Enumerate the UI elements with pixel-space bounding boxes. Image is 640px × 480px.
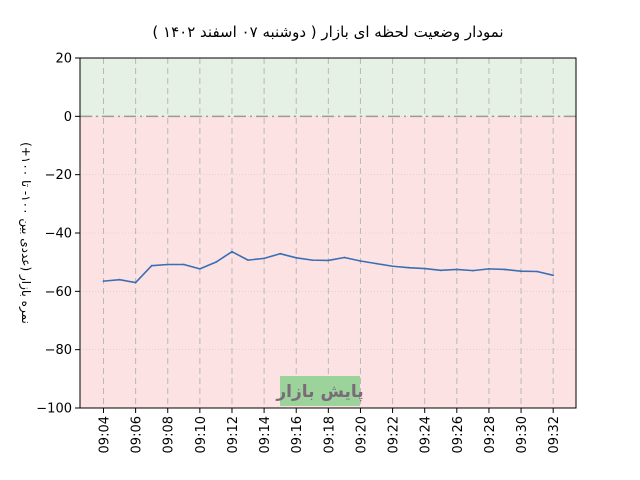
series-point-0-3 (150, 264, 153, 267)
series-point-0-23 (471, 269, 474, 272)
series-point-0-25 (504, 268, 506, 271)
x-tick-label-12: 09:28 (483, 416, 498, 453)
x-tick-label-6: 09:16 (290, 416, 305, 453)
y-tick-label-4: −60 (45, 285, 72, 300)
series-point-0-17 (375, 262, 378, 265)
annotation-layer: پایش بازار (275, 376, 364, 406)
x-tick-label-5: 09:14 (258, 416, 273, 453)
x-tick-label-9: 09:22 (387, 416, 402, 453)
series-point-0-5 (182, 263, 185, 266)
x-axis-ticks: 09:04 09:06 09:08 09:10 09:12 09:14 09:16 09:18… (98, 408, 562, 453)
series-point-0-7 (215, 261, 217, 264)
annotation-box (280, 376, 360, 406)
series-point-0-9 (247, 259, 249, 262)
series-point-0-28 (552, 274, 555, 277)
y-tick-label-2: −20 (45, 168, 72, 183)
x-tick-label-0: 09:04 (98, 416, 113, 453)
series-point-0-27 (536, 270, 539, 273)
series-point-0-26 (520, 270, 522, 273)
series-point-0-20 (423, 267, 426, 270)
series-point-0-24 (488, 267, 490, 270)
x-tick-label-8: 09:20 (354, 416, 369, 453)
series-point-0-8 (231, 250, 233, 253)
y-tick-label-6: −100 (36, 402, 72, 417)
x-tick-label-2: 09:08 (162, 416, 177, 453)
series-point-0-18 (391, 265, 394, 268)
series-point-0-15 (343, 256, 346, 259)
series-point-0-2 (134, 281, 137, 284)
x-tick-label-1: 09:06 (130, 416, 145, 453)
y-tick-label-5: −80 (45, 343, 72, 358)
annotation-text: پایش بازار (275, 382, 363, 402)
x-tick-label-7: 09:18 (322, 416, 337, 453)
series-point-0-21 (439, 269, 442, 272)
x-tick-label-11: 09:26 (451, 416, 466, 453)
x-tick-label-10: 09:24 (419, 416, 434, 453)
series-point-0-10 (263, 257, 265, 260)
series-point-0-0 (102, 280, 105, 283)
y-tick-label-1: 0 (64, 110, 72, 125)
x-tick-label-14: 09:32 (547, 416, 562, 453)
chart-title: نمودار وضعیت لحظه ای بازار ( دوشنبه ۰۷ ا… (152, 23, 503, 41)
x-tick-label-3: 09:10 (194, 416, 209, 453)
series-point-0-16 (359, 260, 362, 262)
y-tick-label-3: −40 (45, 227, 72, 242)
y-tick-label-0: 20 (55, 52, 72, 67)
series-point-0-22 (455, 268, 458, 271)
series-point-0-4 (166, 263, 169, 266)
series-point-0-1 (118, 278, 121, 281)
y-axis-label: نمره بازار (عددی بین ۱۰۰- تا ۱۰۰+) (18, 142, 33, 324)
series-point-0-6 (198, 267, 201, 270)
series-point-0-14 (327, 259, 330, 262)
series-point-0-12 (295, 256, 298, 259)
y-axis-ticks: 20 0 −20 −40 −60 −80 −100 (36, 52, 80, 417)
x-tick-label-13: 09:30 (515, 416, 530, 453)
series-point-0-11 (279, 252, 282, 255)
series-point-0-13 (311, 259, 314, 262)
series-layer (102, 250, 555, 284)
region-band-0 (80, 58, 576, 117)
x-tick-label-4: 09:12 (226, 416, 241, 453)
series-point-0-19 (407, 266, 410, 269)
